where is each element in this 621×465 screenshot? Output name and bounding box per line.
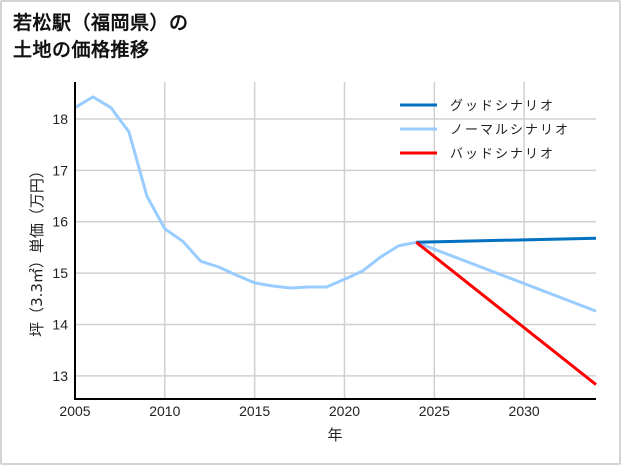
axes (74, 82, 596, 400)
y-tick-label: 13 (52, 368, 68, 384)
legend-label: グッドシナリオ (450, 99, 555, 114)
x-axis-label: 年 (327, 426, 342, 444)
chart-title: 若松駅（福岡県）の 土地の価格推移 (13, 10, 189, 64)
x-tick-label: 2015 (239, 403, 270, 419)
x-tick-label: 2010 (149, 403, 180, 419)
y-tick-label: 16 (52, 214, 68, 230)
legend-label: バッドシナリオ (450, 147, 555, 162)
chart-title-line2: 土地の価格推移 (13, 39, 150, 61)
y-tick-label: 14 (52, 317, 68, 333)
x-tick-label: 2020 (329, 403, 360, 419)
tick-labels: 2005 2010 2015 2020 2025 2030 13 14 15 16 17 18 (52, 111, 539, 419)
y-tick-label: 17 (52, 162, 68, 178)
series-line-0 (416, 236, 597, 244)
x-tick-label: 2005 (59, 403, 90, 419)
series-line-2 (415, 241, 597, 386)
y-axis-label: 坪（3.3㎡）単価（万円） (28, 163, 46, 337)
x-tick-label: 2030 (509, 403, 540, 419)
series-lines (74, 95, 597, 386)
x-tick-label: 2025 (419, 403, 450, 419)
series-line-1 (74, 95, 597, 313)
y-tick-label: 18 (52, 111, 68, 127)
y-tick-label: 15 (52, 265, 68, 281)
legend-label: ノーマルシナリオ (450, 123, 570, 138)
chart-title-line1: 若松駅（福岡県）の (13, 12, 189, 34)
